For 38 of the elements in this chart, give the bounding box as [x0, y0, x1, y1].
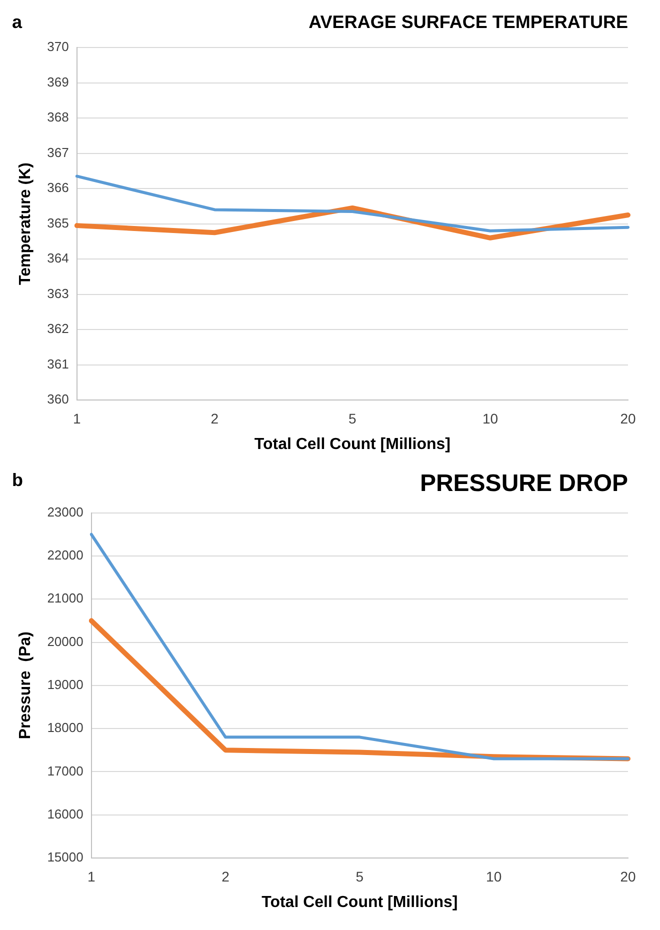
- y-tick-label: 21000: [47, 590, 84, 606]
- y-tick-label: 23000: [47, 504, 84, 520]
- x-tick-label: 10: [482, 410, 498, 426]
- y-tick-label: 361: [47, 356, 69, 372]
- y-tick-label: 19000: [47, 676, 84, 692]
- y-tick-label: 370: [47, 39, 69, 54]
- y-tick-label: 369: [47, 74, 69, 90]
- text: a: [12, 12, 22, 33]
- y-tick-label: 18000: [47, 720, 84, 736]
- y-tick-label: 368: [47, 110, 69, 125]
- y-tick-label: 22000: [47, 548, 84, 563]
- x-tick-label: 1: [72, 410, 81, 426]
- x-tick-label: 1: [87, 868, 96, 884]
- text: b: [12, 470, 23, 491]
- y-tick-label: 364: [47, 250, 69, 266]
- x-tick-label: 5: [356, 868, 364, 884]
- y-tick-label: 367: [47, 144, 69, 160]
- chart-title: PRESSURE DROP: [420, 470, 628, 498]
- y-tick-label: 17000: [47, 763, 84, 778]
- y-tick-label: 365: [47, 215, 69, 230]
- y-axis-title: Pressure (Pa): [17, 632, 34, 740]
- x-axis-title: Total Cell Count [Millions]: [262, 894, 458, 911]
- x-tick-label: 2: [222, 868, 230, 884]
- y-tick-label: 20000: [47, 634, 84, 649]
- x-tick-label: 10: [486, 868, 502, 884]
- x-axis-title: Total Cell Count [Millions]: [254, 436, 451, 453]
- y-axis-title: Temperature (K): [17, 162, 34, 285]
- x-tick-label: 20: [620, 868, 636, 884]
- x-tick-label: 5: [348, 410, 357, 426]
- x-tick-label: 2: [210, 410, 219, 426]
- y-tick-label: 16000: [47, 806, 84, 822]
- y-tick-label: 363: [47, 286, 69, 301]
- chart-title: AVERAGE SURFACE TEMPERATURE: [308, 12, 628, 32]
- y-tick-label: 15000: [47, 850, 84, 865]
- y-tick-label: 360: [47, 392, 69, 407]
- x-tick-label: 20: [620, 410, 636, 426]
- y-tick-label: 362: [47, 321, 69, 336]
- y-tick-label: 366: [47, 180, 69, 196]
